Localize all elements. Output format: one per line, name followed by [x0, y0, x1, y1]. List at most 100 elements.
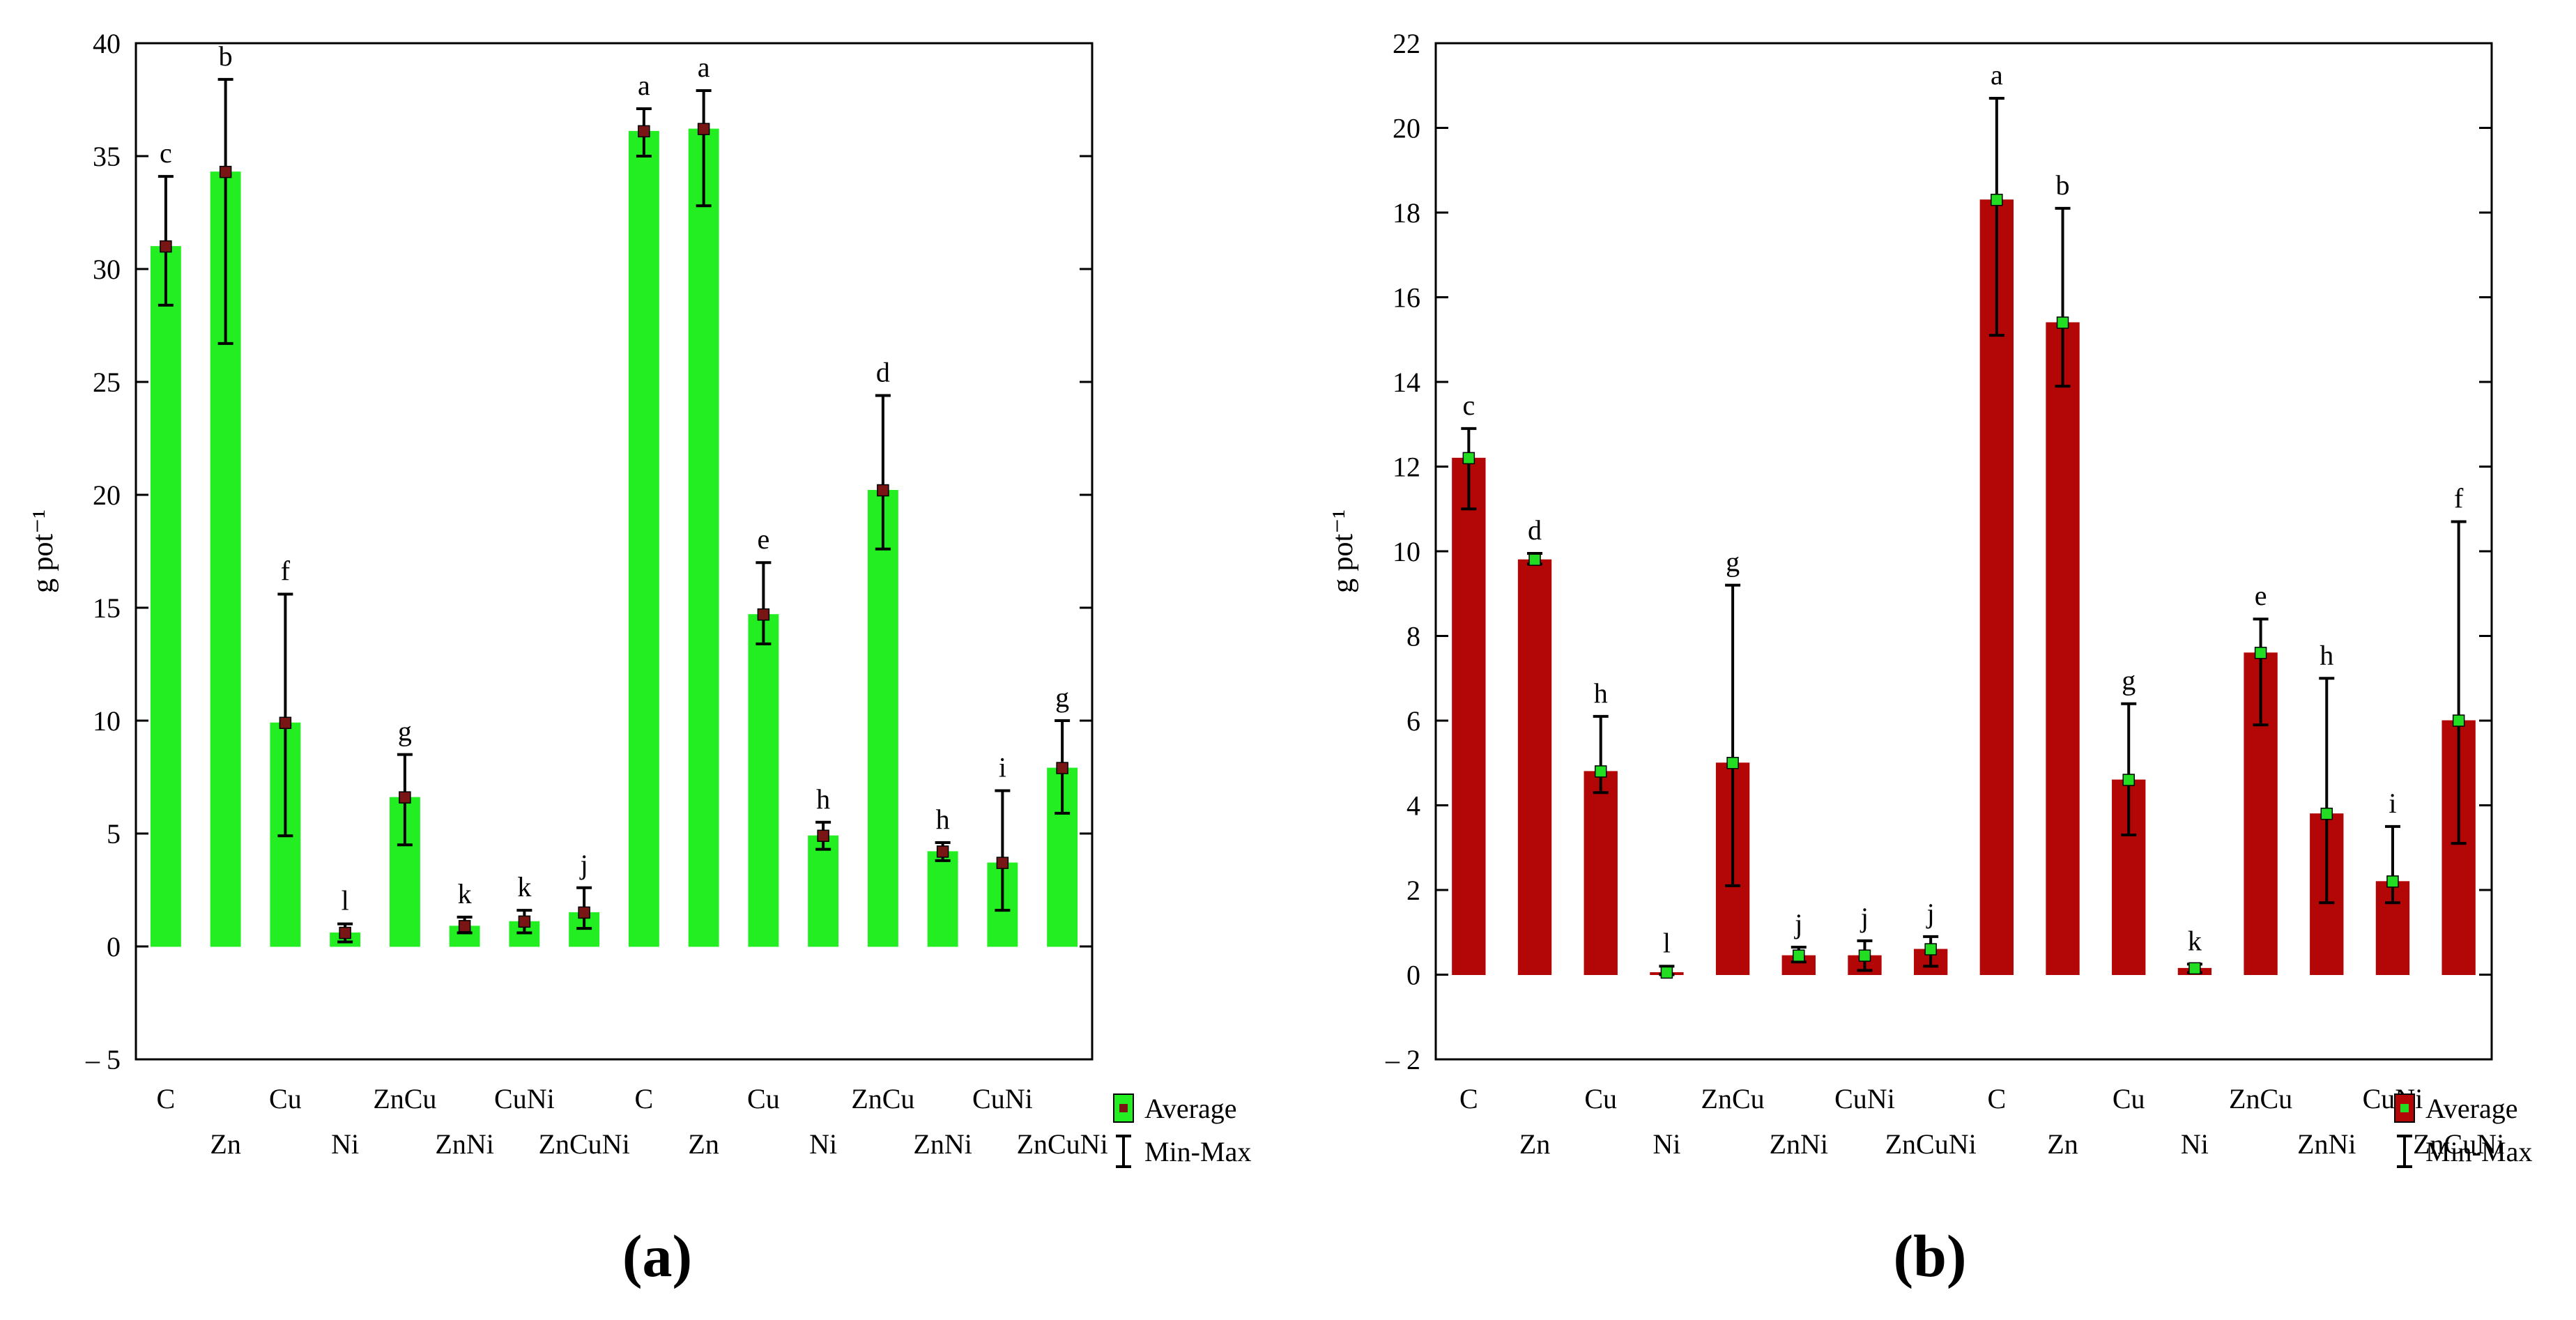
- significance-letter-a: f: [281, 555, 291, 587]
- average-marker-b: [2452, 714, 2465, 727]
- average-marker-a: [936, 845, 949, 858]
- average-marker-b: [1660, 966, 1673, 979]
- significance-letter-a: j: [579, 849, 588, 880]
- bar-b: [1452, 457, 1486, 975]
- x-tick-label-b: ZnCu: [2229, 1083, 2292, 1114]
- average-marker-a: [279, 716, 292, 729]
- average-marker-b: [2386, 875, 2399, 888]
- average-marker-b: [2254, 647, 2267, 659]
- bar-b: [1517, 559, 1552, 975]
- average-marker-b: [1528, 553, 1541, 566]
- x-tick-label-a: ZnCuNi: [539, 1128, 630, 1160]
- y-tick-label-a: 0: [107, 931, 121, 962]
- legend-minmax-label-b: Min-Max: [2425, 1136, 2532, 1167]
- x-tick-label-b: CuNi: [1834, 1083, 1895, 1114]
- average-marker-b: [1793, 949, 1805, 962]
- y-tick-label-a: 35: [93, 141, 121, 172]
- significance-letter-a: b: [219, 40, 233, 72]
- x-tick-label-a: ZnNi: [913, 1128, 972, 1160]
- x-tick-label-b: ZnCuNi: [1885, 1128, 1977, 1160]
- x-tick-label-b: Ni: [2181, 1128, 2209, 1160]
- x-tick-label-b: C: [1988, 1083, 2007, 1114]
- average-marker-a: [996, 857, 1009, 869]
- x-tick-label-a: ZnCuNi: [1017, 1128, 1108, 1160]
- x-tick-label-a: Cu: [747, 1083, 780, 1114]
- significance-letter-b: j: [1793, 908, 1802, 939]
- x-tick-label-b: ZnNi: [2297, 1128, 2356, 1160]
- bar-a: [867, 490, 898, 947]
- bar-b: [2046, 322, 2080, 975]
- y-tick-label-a: 20: [93, 479, 121, 511]
- average-marker-b: [1991, 194, 2003, 206]
- significance-letter-b: g: [1726, 546, 1740, 578]
- significance-letter-b: b: [2056, 169, 2070, 201]
- y-tick-label-b: 16: [1393, 282, 1420, 314]
- x-tick-label-a: ZnNi: [435, 1128, 493, 1160]
- significance-letter-b: a: [1991, 59, 2003, 91]
- y-tick-label-b: 0: [1406, 960, 1420, 991]
- significance-letter-a: d: [876, 356, 890, 387]
- average-marker-a: [339, 926, 351, 939]
- y-tick-label-b: 12: [1393, 452, 1420, 483]
- y-tick-label-a: 40: [93, 28, 121, 59]
- legend-average-marker-a: [1119, 1104, 1128, 1112]
- average-marker-b: [1726, 757, 1739, 769]
- significance-letter-b: i: [2389, 788, 2396, 819]
- y-tick-label-b: 2: [1406, 875, 1420, 906]
- legend-average-label-a: Average: [1144, 1093, 1237, 1124]
- significance-letter-b: c: [1462, 390, 1475, 421]
- average-marker-b: [1462, 452, 1475, 465]
- x-tick-label-b: ZnCuNi: [2413, 1128, 2504, 1160]
- significance-letter-b: g: [2122, 665, 2136, 696]
- significance-letter-a: i: [999, 751, 1006, 783]
- bar-a: [628, 130, 659, 947]
- panel-label-b: (b): [1893, 1222, 1967, 1289]
- y-axis-label-a: g pot⁻¹: [27, 509, 59, 593]
- significance-letter-b: h: [1594, 677, 1608, 709]
- significance-letter-b: e: [2255, 580, 2267, 611]
- bar-a: [150, 246, 181, 947]
- average-marker-a: [877, 484, 889, 497]
- bar-a: [748, 614, 779, 947]
- average-marker-a: [399, 791, 411, 804]
- y-tick-label-b: 4: [1406, 790, 1420, 822]
- average-marker-a: [578, 906, 590, 919]
- average-marker-b: [2188, 962, 2201, 975]
- significance-letter-a: h: [936, 804, 950, 835]
- significance-letter-a: a: [638, 70, 650, 101]
- significance-letter-a: g: [1055, 682, 1069, 713]
- bar-a: [808, 835, 839, 947]
- significance-letter-b: d: [1528, 514, 1542, 546]
- significance-letter-a: e: [757, 523, 769, 555]
- significance-letter-b: j: [1860, 902, 1869, 933]
- significance-letter-a: c: [160, 137, 172, 169]
- plot-frame-a: [135, 42, 1094, 1061]
- significance-letter-b: h: [2320, 639, 2333, 670]
- y-tick-label-a: 25: [93, 367, 121, 398]
- y-tick-label-a: 10: [93, 705, 121, 737]
- average-marker-a: [458, 920, 471, 933]
- y-tick-label-a: 30: [93, 254, 121, 285]
- x-tick-label-a: ZnCu: [373, 1083, 436, 1114]
- significance-letter-b: f: [2454, 482, 2464, 514]
- x-tick-label-a: CuNi: [494, 1083, 555, 1114]
- x-tick-label-a: C: [635, 1083, 654, 1114]
- y-tick-label-a: 5: [107, 818, 121, 850]
- bar-a: [927, 851, 958, 947]
- bar-a: [688, 128, 719, 947]
- panel-label-a: (a): [622, 1222, 693, 1289]
- y-tick-label-b: 8: [1406, 621, 1420, 652]
- significance-letter-a: h: [816, 783, 830, 815]
- x-tick-label-a: Zn: [210, 1128, 240, 1160]
- x-tick-label-a: Zn: [688, 1128, 719, 1160]
- average-marker-a: [817, 829, 829, 842]
- x-tick-label-b: Cu: [2113, 1083, 2145, 1114]
- legend-average-label-b: Average: [2425, 1093, 2518, 1124]
- y-tick-label-b: – 2: [1385, 1044, 1420, 1075]
- y-tick-label-b: 18: [1393, 197, 1420, 229]
- significance-letter-a: g: [398, 716, 412, 747]
- y-axis-label-b: g pot⁻¹: [1327, 509, 1359, 593]
- significance-letter-a: k: [517, 871, 531, 903]
- average-marker-b: [1594, 765, 1607, 778]
